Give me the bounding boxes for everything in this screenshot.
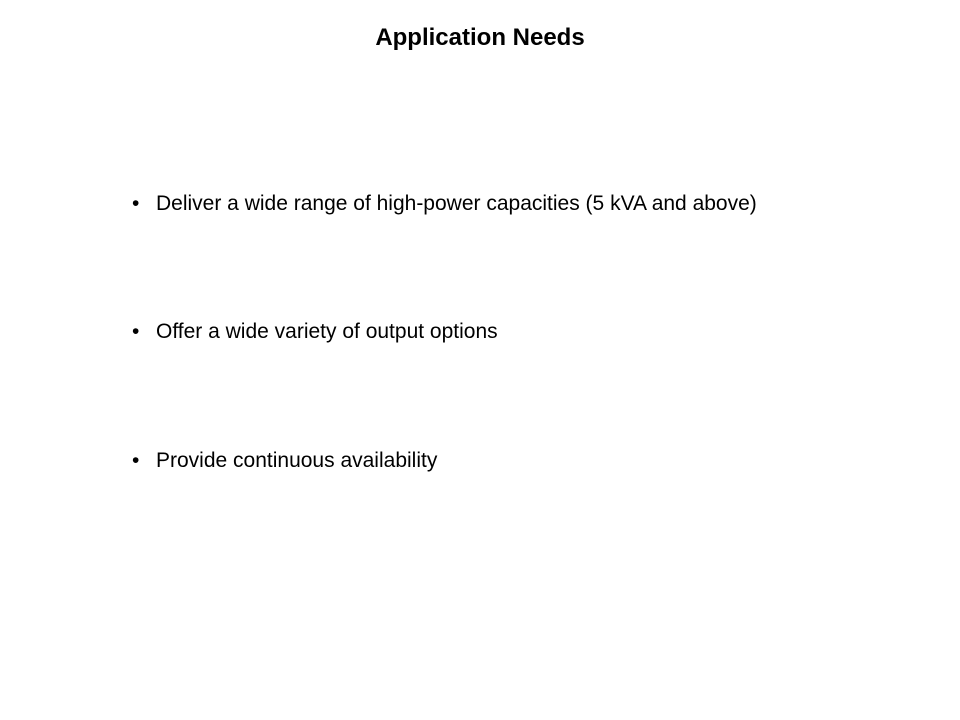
slide-title: Application Needs: [0, 24, 960, 52]
list-item: Provide continuous availability: [128, 447, 848, 475]
list-item: Deliver a wide range of high-power capac…: [128, 190, 848, 218]
list-item: Offer a wide variety of output options: [128, 318, 848, 346]
bullet-list: Deliver a wide range of high-power capac…: [128, 190, 848, 475]
